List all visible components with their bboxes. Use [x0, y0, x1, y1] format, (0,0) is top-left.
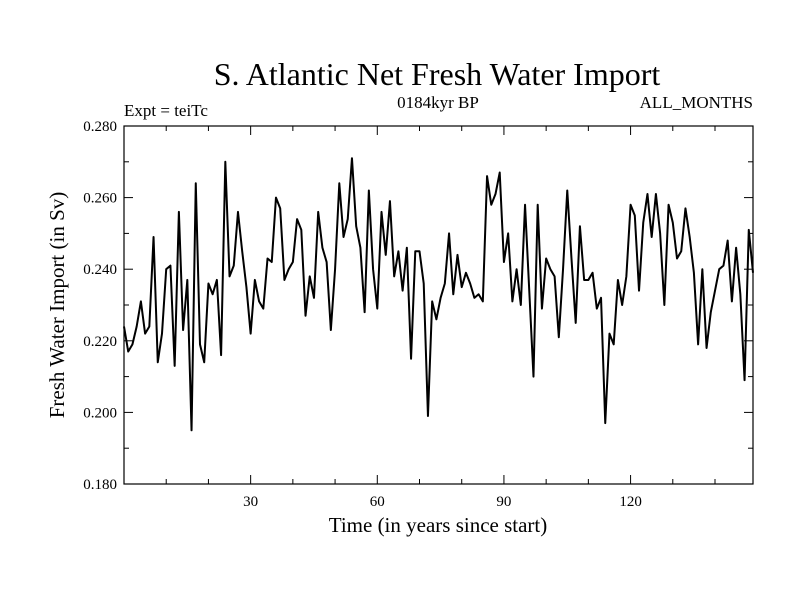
series-line: [123, 157, 754, 432]
y-tick-label: 0.280: [83, 119, 117, 135]
y-tick-label: 0.240: [83, 262, 117, 278]
y-tick-label: 0.220: [83, 334, 117, 350]
x-axis: 30 60 90 120: [165, 126, 716, 510]
x-tick-label: 90: [496, 494, 511, 510]
x-axis-label: Time (in years since start): [329, 513, 548, 537]
y-tick-label: 0.260: [83, 191, 117, 207]
chart-title: S. Atlantic Net Fresh Water Import: [214, 56, 661, 92]
y-axis-label: Fresh Water Import (in Sv): [45, 192, 69, 419]
x-tick-label: 60: [370, 494, 385, 510]
period-label: 0184kyr BP: [397, 93, 479, 112]
x-tick-label: 120: [619, 494, 642, 510]
y-tick-label: 0.180: [83, 477, 117, 493]
experiment-label: Expt = teiTc: [124, 101, 208, 120]
months-label: ALL_MONTHS: [640, 93, 753, 112]
y-tick-label: 0.200: [83, 405, 117, 421]
y-axis: 0.180 0.200 0.220 0.240 0.260 0.280: [83, 119, 753, 493]
series-layer: [123, 157, 754, 432]
x-tick-label: 30: [243, 494, 258, 510]
